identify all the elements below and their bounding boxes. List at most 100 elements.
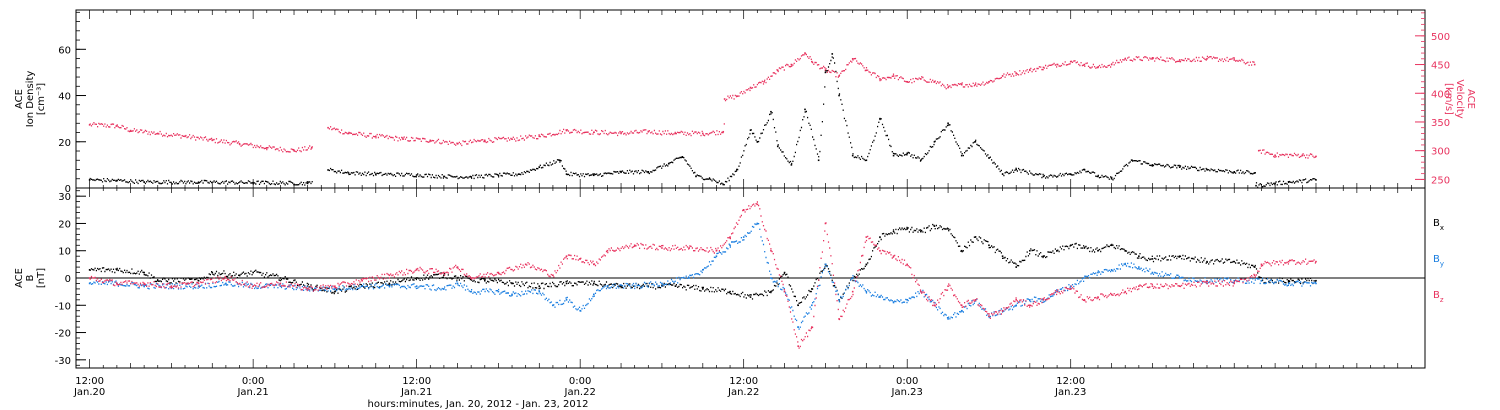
bx-series <box>89 223 1316 306</box>
density-series-point <box>306 182 309 185</box>
bx-series-point <box>749 296 752 298</box>
density-series-point <box>1097 175 1099 178</box>
velocity-series-point <box>374 135 377 138</box>
bx-series-point <box>156 279 159 282</box>
bx-series-point <box>1233 260 1236 263</box>
by-series-point <box>538 290 541 293</box>
density-series-point <box>558 159 561 162</box>
velocity-series-point <box>347 132 350 135</box>
bz-series-point <box>1069 288 1072 290</box>
by-series-point <box>579 309 581 312</box>
density-series-point <box>470 176 472 178</box>
by-series-point <box>824 263 827 266</box>
velocity-series-point <box>538 135 541 138</box>
bz-series-point <box>1056 290 1058 293</box>
bx-series-point <box>879 236 881 238</box>
by-series-point <box>1097 271 1099 274</box>
bx-series-point <box>1083 247 1086 249</box>
bx-series-point <box>238 274 241 277</box>
density-series-point <box>538 166 541 168</box>
by-series-point <box>511 293 513 296</box>
b-tick-label: -20 <box>55 329 71 340</box>
bz-series-point <box>1015 299 1018 301</box>
bz-series-point <box>1315 260 1317 263</box>
velocity-series-point <box>749 86 752 89</box>
density-series-point <box>1001 173 1004 175</box>
density-series-point <box>1069 173 1072 175</box>
x-tick-label-time: 12:00 <box>1056 376 1085 387</box>
bz-series-point <box>170 285 173 287</box>
bx-series-point <box>211 271 214 274</box>
density-series-point <box>988 157 990 159</box>
b-tick-label: 10 <box>58 247 71 258</box>
bz-series-point <box>552 274 554 277</box>
density-series-point <box>1015 168 1018 171</box>
bx-series-point <box>906 228 909 230</box>
velocity-series-point <box>1233 59 1236 61</box>
bx-series-point <box>252 271 254 274</box>
density-series-point <box>647 171 650 173</box>
bx-series-point <box>1029 249 1031 252</box>
bx-series-point <box>143 271 145 274</box>
bz-series-point <box>1260 263 1263 266</box>
density-series-point <box>947 122 949 125</box>
density-series-point <box>892 154 895 157</box>
bz-series-point <box>1151 285 1154 287</box>
by-series-point <box>279 285 282 287</box>
density-series-point <box>1315 179 1317 181</box>
density-series-point <box>1287 181 1290 184</box>
right-tick-label: 300 <box>1431 147 1450 158</box>
bz-series-point <box>579 258 581 260</box>
x-tick-label-date: Jan.22 <box>727 387 759 398</box>
velocity-series-point <box>1015 72 1018 74</box>
bz-series-point <box>824 222 827 225</box>
density-series-point <box>1253 172 1256 174</box>
bz-series-point <box>865 236 868 238</box>
density-series-point <box>790 164 793 166</box>
velocity-series-point <box>974 83 977 86</box>
bx-series-point <box>456 277 459 279</box>
velocity-series-point <box>265 147 268 149</box>
left-tick-label: 60 <box>58 45 71 56</box>
density-series-point <box>708 177 711 180</box>
bz-series-point <box>933 304 936 307</box>
density-series-point <box>933 140 936 143</box>
velocity-series-point <box>456 142 459 145</box>
velocity-series-point <box>1001 75 1004 77</box>
bx-series-point <box>770 290 772 293</box>
velocity-series-point <box>763 80 765 83</box>
by-series-point <box>143 285 145 287</box>
velocity-series-point <box>947 86 949 89</box>
by-series-point <box>606 285 609 287</box>
bz-series-point <box>456 266 459 268</box>
bz-series-point <box>225 277 227 279</box>
density-series-point <box>695 175 697 178</box>
velocity-series-point <box>1097 66 1099 69</box>
density-series-point <box>722 183 725 186</box>
by-series-point <box>633 285 636 287</box>
bx-series-point <box>1001 255 1004 257</box>
velocity-series-point <box>1110 63 1113 66</box>
density-series-point <box>1131 159 1133 162</box>
velocity-series-point <box>184 135 186 138</box>
x-tick-label-date: Jan.23 <box>891 387 923 398</box>
by-series-point <box>470 290 472 293</box>
bz-series-point <box>688 247 690 249</box>
bx-series-point <box>116 269 118 271</box>
bz-series-point <box>197 282 200 285</box>
velocity-series-point <box>116 125 118 127</box>
velocity-series-point <box>702 132 704 135</box>
bz-series-point <box>988 315 990 317</box>
density-series-point <box>736 168 738 171</box>
x-tick-label-time: 12:00 <box>75 376 104 387</box>
bz-series-point <box>361 279 363 282</box>
bx-series-point <box>1151 258 1154 260</box>
bx-series-point <box>920 230 922 233</box>
bx-series-point <box>647 285 650 287</box>
bz-series-point <box>1178 285 1181 287</box>
velocity-series-point <box>1257 149 1260 152</box>
field-axis-label: ACEB[nT] <box>14 268 47 288</box>
bz-series-point <box>742 209 745 211</box>
by-series-point <box>661 282 663 285</box>
density-series-point <box>1110 177 1113 180</box>
